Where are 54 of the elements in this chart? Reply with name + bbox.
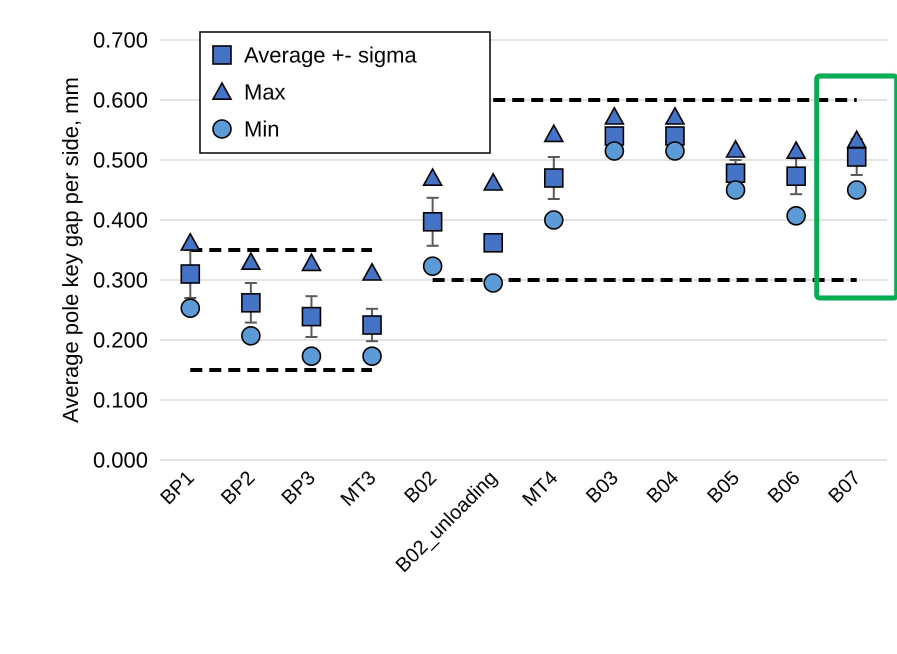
x-tick-label: B03 (582, 466, 623, 508)
point (302, 306, 322, 326)
point (786, 206, 806, 226)
legend-label: Max (244, 80, 286, 105)
point (180, 233, 200, 251)
y-axis-title: Average pole key gap per side, mm (58, 77, 83, 423)
point (726, 140, 746, 158)
y-tick-label: 0.400 (92, 208, 148, 233)
point (846, 130, 867, 148)
x-tick-label: B07 (824, 466, 866, 508)
point (422, 212, 442, 232)
point (726, 180, 746, 200)
point (241, 252, 261, 270)
point (241, 293, 261, 313)
point (483, 233, 504, 253)
point (665, 107, 685, 125)
legend-label: Min (244, 116, 280, 142)
point (362, 315, 382, 335)
y-tick-label: 0.700 (92, 28, 148, 53)
point (786, 166, 806, 186)
point (180, 264, 200, 284)
point (544, 124, 564, 142)
point (544, 210, 564, 230)
point (362, 263, 382, 281)
x-tick-label: BP1 (156, 466, 199, 510)
y-tick-label: 0.600 (92, 88, 148, 113)
point (362, 346, 382, 366)
point (302, 253, 322, 272)
point (726, 163, 746, 183)
point (786, 141, 806, 159)
point (180, 298, 200, 318)
point (483, 173, 504, 191)
x-tick-label: BP3 (278, 466, 320, 510)
y-tick-label: 0.300 (92, 268, 148, 293)
point (846, 180, 867, 200)
legend-label: Average +- sigma (244, 42, 418, 68)
x-tick-label: BP2 (217, 466, 260, 510)
point (604, 107, 624, 125)
point (846, 147, 867, 167)
x-tick-label: B04 (642, 466, 684, 508)
y-tick-label: 0.100 (92, 388, 148, 413)
point (241, 326, 261, 346)
y-tick-label: 0.000 (92, 448, 148, 473)
point (665, 141, 685, 161)
y-tick-label: 0.200 (92, 328, 148, 353)
point (604, 141, 624, 161)
point (302, 346, 322, 366)
point (544, 168, 564, 188)
x-tick-label: B05 (703, 466, 744, 508)
x-tick-label: B06 (764, 466, 805, 508)
point (422, 168, 442, 186)
point (483, 273, 504, 293)
y-tick-label: 0.500 (92, 148, 148, 173)
point (422, 256, 442, 276)
